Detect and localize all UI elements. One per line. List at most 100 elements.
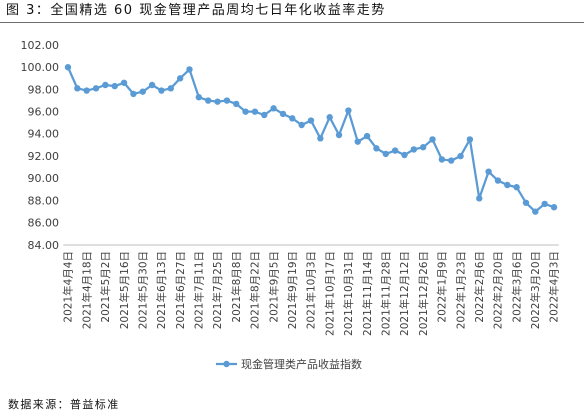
data-point bbox=[532, 208, 539, 215]
x-tick-label: 2021年11月28日 bbox=[379, 251, 392, 336]
data-point bbox=[270, 105, 277, 112]
x-tick-label: 2021年10月17日 bbox=[323, 251, 336, 336]
legend-label: 现金管理类产品收益指数 bbox=[241, 357, 362, 371]
data-point bbox=[148, 81, 156, 89]
x-tick-label: 2022年2月20日 bbox=[492, 251, 505, 329]
data-point bbox=[354, 138, 361, 145]
data-point bbox=[391, 147, 399, 154]
legend: 现金管理类产品收益指数 bbox=[216, 357, 362, 371]
data-point bbox=[176, 75, 184, 82]
data-point bbox=[457, 152, 464, 160]
x-tick-label: 2021年5月2日 bbox=[99, 251, 112, 323]
data-point bbox=[335, 131, 343, 139]
data-point bbox=[83, 87, 90, 94]
x-tick-label: 2022年3月20日 bbox=[529, 251, 542, 329]
x-tick-label: 2021年10月31日 bbox=[342, 251, 355, 336]
data-point bbox=[373, 145, 380, 152]
x-tick-label: 2022年4月3日 bbox=[548, 251, 561, 323]
y-tick-label: 86.00 bbox=[28, 217, 60, 230]
x-tick-label: 2022年2月6日 bbox=[473, 251, 486, 323]
x-tick-label: 2021年9月5日 bbox=[267, 251, 280, 323]
data-point bbox=[158, 87, 165, 94]
data-point bbox=[363, 132, 371, 140]
data-point bbox=[204, 97, 212, 104]
data-point bbox=[120, 79, 128, 86]
y-tick-label: 102.00 bbox=[21, 39, 60, 52]
x-tick-label: 2021年7月25日 bbox=[211, 251, 224, 329]
data-point bbox=[298, 121, 305, 129]
y-tick-label: 92.00 bbox=[28, 150, 60, 163]
series-line bbox=[66, 66, 556, 213]
y-tick-label: 96.00 bbox=[28, 106, 60, 119]
title-divider bbox=[0, 22, 584, 23]
data-point bbox=[233, 100, 240, 108]
x-tick-label: 2021年12月26日 bbox=[417, 251, 430, 336]
data-point bbox=[102, 81, 109, 89]
x-tick-label: 2021年4月4日 bbox=[62, 251, 75, 323]
y-tick-label: 84.00 bbox=[28, 239, 60, 252]
data-point bbox=[494, 177, 502, 184]
data-point bbox=[223, 97, 231, 104]
data-point bbox=[289, 115, 296, 122]
data-point bbox=[345, 107, 352, 114]
x-tick-label: 2021年4月18日 bbox=[80, 251, 93, 329]
data-point bbox=[139, 88, 146, 95]
data-point bbox=[504, 181, 511, 189]
data-point bbox=[513, 184, 520, 191]
data-point bbox=[419, 144, 427, 151]
data-point bbox=[111, 82, 118, 90]
data-point bbox=[64, 64, 72, 71]
figure-title: 图 3：全国精选 60 现金管理产品周均七日年化收益率走势 bbox=[6, 3, 386, 18]
data-point bbox=[466, 136, 474, 143]
y-tick-label: 98.00 bbox=[28, 83, 60, 96]
data-point bbox=[476, 195, 483, 202]
legend-marker bbox=[223, 360, 230, 368]
data-point bbox=[541, 200, 548, 208]
x-tick-label: 2022年3月6日 bbox=[510, 251, 523, 323]
x-tick-label: 2022年1月23日 bbox=[454, 251, 467, 329]
data-point bbox=[195, 94, 203, 101]
data-point bbox=[317, 135, 324, 142]
y-tick-label: 88.00 bbox=[28, 194, 60, 207]
data-point bbox=[410, 146, 418, 153]
x-tick-label: 2021年9月19日 bbox=[286, 251, 299, 329]
data-point bbox=[167, 85, 174, 92]
x-tick-label: 2021年11月14日 bbox=[361, 251, 374, 336]
data-point bbox=[279, 110, 287, 118]
data-point bbox=[92, 85, 100, 92]
data-point bbox=[522, 199, 530, 206]
data-point bbox=[186, 66, 193, 73]
data-point bbox=[382, 150, 389, 158]
data-point bbox=[448, 157, 455, 164]
data-point bbox=[485, 168, 492, 175]
data-point bbox=[438, 156, 446, 163]
series-markers bbox=[64, 64, 558, 215]
x-tick-label: 2021年8月22日 bbox=[249, 251, 262, 329]
data-point bbox=[429, 136, 436, 143]
x-tick-label: 2021年10月3日 bbox=[305, 251, 318, 329]
source-note: 数据来源：普益标准 bbox=[8, 398, 120, 411]
data-point bbox=[326, 114, 333, 121]
data-point bbox=[307, 117, 315, 124]
x-tick-label: 2022年1月9日 bbox=[436, 251, 449, 323]
x-tick-label: 2021年7月11日 bbox=[193, 251, 206, 329]
x-tick-label: 2021年6月27日 bbox=[174, 251, 187, 329]
data-point bbox=[251, 108, 259, 115]
y-axis-labels: 84.00 86.00 88.00 90.00 92.00 94.00 96.00 98.00… bbox=[21, 39, 60, 252]
data-point bbox=[261, 111, 268, 119]
data-point bbox=[74, 85, 81, 92]
data-point bbox=[242, 108, 249, 115]
y-tick-label: 94.00 bbox=[28, 128, 60, 141]
y-tick-label: 100.00 bbox=[21, 61, 60, 74]
x-tick-label: 2021年12月12日 bbox=[398, 251, 411, 336]
x-tick-label: 2021年6月13日 bbox=[155, 251, 168, 329]
data-point bbox=[214, 98, 221, 105]
x-tick-label: 2021年5月30日 bbox=[136, 251, 149, 329]
x-axis-labels: 2021年4月4日 2021年4月18日 2021年5月2日 2021年5月16日 20… bbox=[62, 251, 561, 336]
data-point bbox=[401, 151, 408, 159]
data-point bbox=[550, 204, 558, 211]
data-point bbox=[130, 90, 137, 98]
y-tick-label: 90.00 bbox=[28, 172, 60, 185]
